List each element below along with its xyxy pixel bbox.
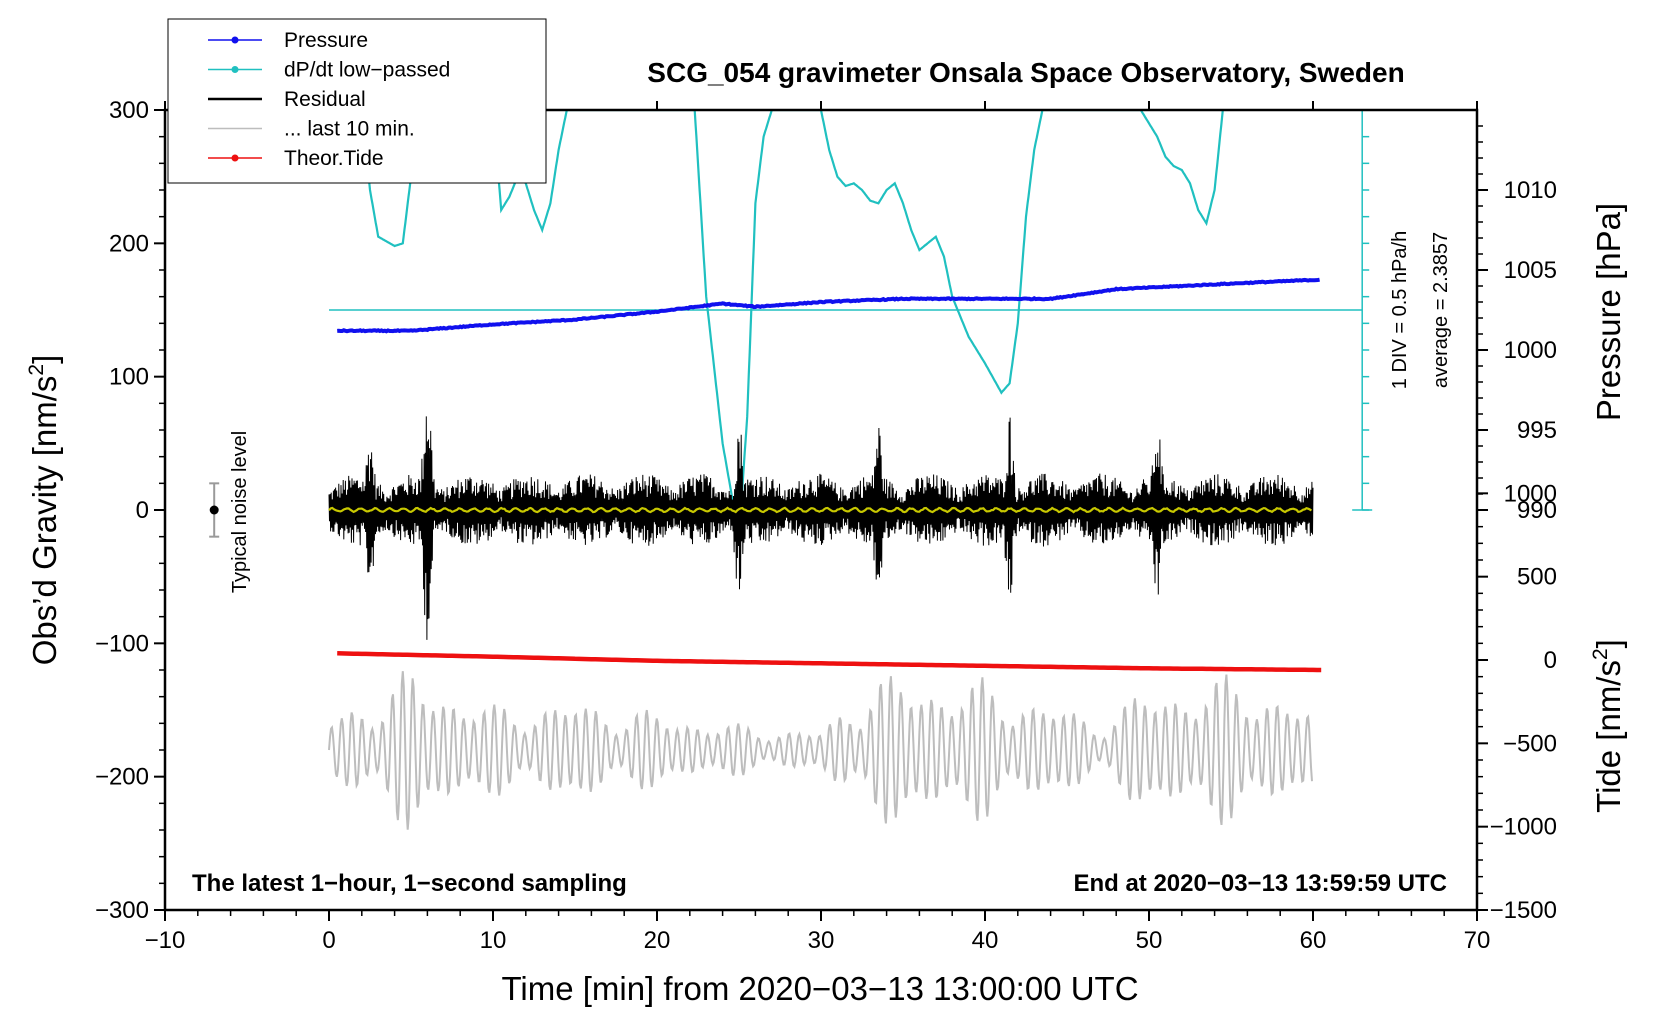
noise-level-label: Typical noise level: [229, 431, 251, 593]
legend-label: dP/dt low−passed: [284, 59, 450, 82]
legend-marker: [231, 66, 239, 73]
tide-tick-label: 500: [1517, 564, 1557, 591]
x-tick-label: 70: [1464, 927, 1491, 954]
x-tick-label: −10: [145, 927, 186, 954]
legend-label: ... last 10 min.: [284, 118, 415, 141]
legend-label: Pressure: [284, 29, 368, 52]
y-left-tick-label: 200: [109, 230, 149, 257]
annotation-bottom-left: The latest 1−hour, 1−second sampling: [192, 870, 627, 897]
y-axis-left-title-close: ]: [26, 355, 63, 364]
y-axis-tide-title-close: ]: [1590, 639, 1627, 648]
noise-bar-dot: [209, 505, 219, 515]
theoretical-tide-series: [337, 651, 1322, 673]
legend: Pressure dP/dt low−passed Residual ... last…: [167, 18, 547, 184]
tide-tick-label: 0: [1544, 647, 1557, 674]
y-axis-left-title: Obs’d Gravity [nm/s2]: [25, 355, 63, 666]
series-layer: [328, 110, 1363, 830]
scale-bar-average: average = 2.3857: [1430, 232, 1452, 388]
tide-tick-label: −1000: [1490, 814, 1557, 841]
tide-tick-label: 1000: [1504, 480, 1557, 507]
pressure-tick-label: 1010: [1504, 177, 1557, 204]
y-left-tick-label: −200: [95, 764, 149, 791]
pressure-tick-label: 995: [1517, 417, 1557, 444]
y-axis-tide-title-text: Tide [nm/s: [1590, 660, 1627, 813]
pressure-tick-label: 1000: [1504, 337, 1557, 364]
y-left-tick-label: 300: [109, 97, 149, 124]
dpdt-lowpassed-series: [360, 110, 1224, 537]
legend-marker: [231, 36, 239, 44]
y-axis-tide-title: Tide [nm/s2]: [1589, 639, 1627, 813]
pressure-tick-label: 1005: [1504, 257, 1557, 284]
residual-series: [328, 416, 1314, 640]
residual-lowpassed-series: [328, 506, 1312, 514]
typical-noise-indicator: Typical noise level: [209, 431, 251, 593]
chart-title: SCG_054 gravimeter Onsala Space Observat…: [647, 57, 1404, 88]
x-tick-label: 20: [644, 927, 671, 954]
x-tick-label: 10: [480, 927, 507, 954]
legend-label: Residual: [284, 88, 366, 111]
y-axis-left-title-text: Obs’d Gravity [nm/s: [26, 376, 63, 666]
x-tick-label: 30: [808, 927, 835, 954]
annotation-bottom-right: End at 2020−03−13 13:59:59 UTC: [1073, 870, 1447, 897]
axes: −10 0 10 20 30 40 50 60 703002001000−100−200−300…: [95, 97, 1557, 954]
x-axis-title: Time [min] from 2020−03−13 13:00:00 UTC: [501, 970, 1138, 1007]
pressure-tick-label: 990: [1517, 497, 1557, 524]
y-axis-tide-title-sup: 2: [1589, 648, 1612, 660]
x-tick-label: 0: [322, 927, 335, 954]
x-tick-label: 50: [1136, 927, 1163, 954]
pressure-rate-scale-bar: 1 DIV = 0.5 hPa/h average = 2.3857: [1352, 109, 1452, 511]
x-tick-label: 40: [972, 927, 999, 954]
legend-box: [167, 18, 547, 184]
tide-tick-label: −500: [1503, 730, 1557, 757]
last-10-min-series: [328, 671, 1313, 830]
pressure-series: [337, 277, 1320, 334]
y-left-tick-label: −100: [95, 630, 149, 657]
tide-tick-label: −1500: [1490, 897, 1557, 924]
y-axis-left-title-sup: 2: [25, 364, 48, 376]
scale-bar-label: 1 DIV = 0.5 hPa/h: [1389, 231, 1411, 389]
y-axis-pressure-title: Pressure [hPa]: [1590, 203, 1627, 421]
y-left-tick-label: 0: [136, 497, 149, 524]
legend-label: Theor.Tide: [284, 147, 384, 170]
y-left-tick-label: 100: [109, 364, 149, 391]
x-tick-label: 60: [1300, 927, 1327, 954]
legend-marker: [231, 154, 239, 162]
y-left-tick-label: −300: [95, 897, 149, 924]
